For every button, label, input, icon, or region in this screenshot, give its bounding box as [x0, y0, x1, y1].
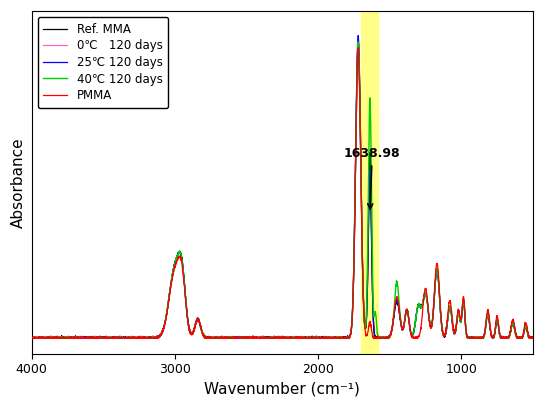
PMMA	[530, 335, 536, 340]
25℃ 120 days	[530, 335, 536, 340]
Y-axis label: Absorbance: Absorbance	[11, 137, 26, 228]
40℃ 120 days	[355, 40, 362, 45]
25℃ 120 days	[133, 336, 139, 341]
25℃ 120 days	[347, 333, 354, 338]
PMMA	[326, 336, 332, 341]
25℃ 120 days	[491, 333, 497, 338]
Ref. MMA	[326, 335, 332, 340]
40℃ 120 days	[530, 336, 536, 341]
0℃   120 days	[133, 336, 140, 341]
40℃ 120 days	[491, 333, 498, 337]
Line: Ref. MMA: Ref. MMA	[32, 42, 533, 338]
PMMA	[347, 333, 354, 338]
PMMA	[29, 336, 35, 341]
40℃ 120 days	[133, 336, 140, 341]
PMMA	[210, 335, 217, 340]
Ref. MMA	[133, 336, 140, 341]
25℃ 120 days	[28, 336, 35, 341]
0℃   120 days	[491, 332, 498, 337]
X-axis label: Wavenumber (cm⁻¹): Wavenumber (cm⁻¹)	[205, 382, 360, 397]
40℃ 120 days	[210, 335, 217, 340]
40℃ 120 days	[29, 336, 35, 341]
0℃   120 days	[530, 335, 536, 340]
25℃ 120 days	[265, 336, 271, 341]
Line: 40℃ 120 days: 40℃ 120 days	[32, 42, 533, 338]
PMMA	[28, 335, 35, 340]
0℃   120 days	[355, 40, 362, 45]
40℃ 120 days	[28, 335, 35, 340]
Ref. MMA	[347, 333, 354, 338]
Ref. MMA	[530, 336, 536, 341]
Text: 1638.98: 1638.98	[344, 147, 400, 209]
0℃   120 days	[347, 333, 354, 338]
0℃   120 days	[28, 336, 35, 341]
40℃ 120 days	[347, 333, 354, 338]
Bar	[361, 11, 379, 354]
40℃ 120 days	[265, 335, 271, 340]
Ref. MMA	[265, 335, 271, 340]
Ref. MMA	[210, 336, 217, 341]
Line: 25℃ 120 days: 25℃ 120 days	[32, 35, 533, 338]
Line: PMMA: PMMA	[32, 48, 533, 338]
Ref. MMA	[28, 336, 35, 341]
Ref. MMA	[28, 335, 35, 340]
Ref. MMA	[491, 333, 498, 338]
Ref. MMA	[355, 40, 361, 44]
Line: 0℃   120 days: 0℃ 120 days	[32, 42, 533, 338]
25℃ 120 days	[355, 33, 362, 38]
0℃   120 days	[28, 335, 35, 340]
PMMA	[491, 332, 498, 337]
PMMA	[133, 335, 140, 340]
40℃ 120 days	[326, 336, 332, 341]
25℃ 120 days	[209, 335, 216, 339]
0℃   120 days	[326, 336, 332, 341]
PMMA	[265, 335, 271, 340]
0℃   120 days	[210, 335, 217, 340]
PMMA	[355, 45, 361, 50]
Legend: Ref. MMA, 0℃   120 days, 25℃ 120 days, 40℃ 120 days, PMMA: Ref. MMA, 0℃ 120 days, 25℃ 120 days, 40℃…	[38, 17, 168, 108]
25℃ 120 days	[326, 335, 332, 340]
0℃   120 days	[265, 335, 271, 340]
